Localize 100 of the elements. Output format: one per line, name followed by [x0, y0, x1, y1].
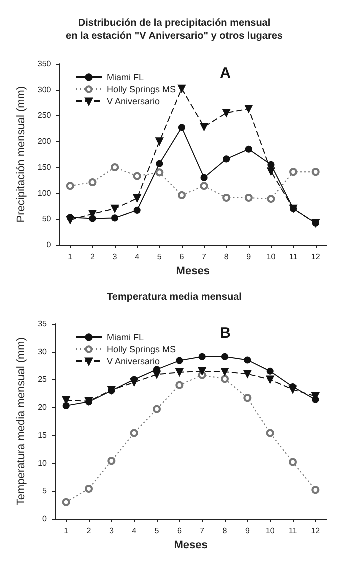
- y-tick-label: 25: [38, 375, 48, 384]
- x-tick-label: 10: [266, 252, 276, 262]
- y-axis-title: Precipitación mensual (mm): [16, 86, 28, 223]
- x-tick-label: 3: [109, 526, 114, 536]
- x-tick-label: 1: [68, 252, 74, 262]
- x-tick-label: 6: [177, 526, 182, 536]
- point: [133, 172, 142, 180]
- point: [244, 370, 252, 378]
- point: [222, 109, 231, 118]
- point: [200, 182, 208, 190]
- x-tick-label: 5: [157, 252, 162, 262]
- y-tick-label: 0: [46, 240, 52, 250]
- legend-label: Holly Springs MS: [107, 84, 176, 94]
- point: [290, 168, 298, 176]
- point: [85, 485, 93, 493]
- y-tick-label: 35: [38, 320, 48, 328]
- point: [112, 214, 119, 222]
- point: [176, 357, 184, 364]
- y-tick-label: 200: [38, 137, 52, 146]
- point: [266, 376, 274, 384]
- point: [134, 206, 141, 214]
- x-axis-title: Meses: [176, 266, 210, 278]
- point: [289, 386, 297, 394]
- legend-label: V Aniversario: [107, 356, 160, 366]
- point: [221, 375, 229, 384]
- point: [289, 458, 297, 466]
- point: [176, 368, 184, 376]
- x-tick-label: 7: [200, 526, 206, 536]
- x-tick-label: 4: [132, 526, 138, 536]
- point: [198, 367, 206, 376]
- x-tick-label: 12: [311, 252, 321, 262]
- y-tick-label: 50: [42, 214, 52, 224]
- point: [130, 378, 138, 387]
- point: [66, 182, 74, 190]
- point: [200, 123, 208, 132]
- x-axis-title: Meses: [174, 540, 208, 552]
- point: [312, 486, 320, 494]
- point: [153, 370, 161, 379]
- point: [244, 356, 252, 364]
- x-tick-label: 5: [154, 526, 160, 536]
- x-tick-label: 3: [112, 252, 118, 262]
- x-tick-label: 11: [289, 252, 298, 262]
- x-tick-label: 8: [222, 526, 228, 536]
- point: [244, 194, 253, 202]
- point: [111, 163, 120, 172]
- x-tick-label: 4: [135, 252, 140, 262]
- point: [222, 194, 231, 202]
- point: [156, 138, 164, 146]
- point: [266, 368, 274, 375]
- point: [267, 195, 276, 204]
- x-tick-label: 10: [266, 526, 276, 536]
- y-tick-label: 15: [38, 430, 48, 440]
- y-tick-label: 0: [42, 514, 48, 524]
- point: [156, 160, 164, 168]
- legend-label: Miami FL: [107, 332, 144, 342]
- point: [176, 381, 184, 390]
- point: [178, 124, 186, 132]
- chart-title: Temperatura media mensual: [107, 292, 242, 303]
- point: [178, 191, 186, 200]
- y-tick-label: 100: [38, 188, 52, 198]
- point: [312, 168, 320, 176]
- point: [153, 405, 161, 414]
- point: [223, 156, 230, 163]
- x-tick-label: 8: [224, 252, 230, 262]
- x-tick-label: 11: [288, 526, 298, 536]
- point: [111, 204, 120, 213]
- point: [62, 498, 70, 506]
- chart-title: Distribución de la precipitación mensual en la estación "V Aniversario" y otros lugares: [66, 18, 284, 42]
- annotation: A: [220, 65, 232, 82]
- point: [156, 168, 164, 177]
- point: [62, 402, 70, 410]
- point: [267, 168, 276, 176]
- x-tick-label: 2: [86, 526, 92, 536]
- y-tick-label: 5: [42, 486, 48, 496]
- point: [244, 105, 253, 114]
- annotation: B: [220, 325, 232, 342]
- point: [66, 216, 74, 224]
- y-tick-label: 30: [38, 347, 48, 356]
- point: [108, 457, 116, 466]
- y-tick-label: 150: [38, 162, 52, 172]
- x-tick-label: 12: [311, 526, 321, 536]
- point: [133, 194, 142, 203]
- x-tick-label: 7: [202, 252, 208, 262]
- legend-label: V Aniversario: [107, 96, 160, 106]
- point: [244, 394, 252, 402]
- y-tick-label: 20: [38, 403, 48, 412]
- x-tick-label: 6: [180, 252, 185, 262]
- point: [88, 178, 97, 186]
- point: [200, 174, 208, 182]
- legend-label: Holly Springs MS: [107, 344, 176, 354]
- legend-label: Miami FL: [107, 72, 144, 82]
- x-tick-label: 9: [245, 526, 250, 536]
- point: [266, 429, 274, 438]
- y-tick-label: 300: [38, 85, 52, 94]
- point: [221, 368, 229, 376]
- point: [222, 353, 228, 360]
- y-tick-label: 350: [38, 60, 52, 68]
- x-tick-label: 2: [90, 252, 96, 262]
- y-axis-title: Temperatura media mensual (mm): [16, 337, 28, 506]
- y-tick-label: 10: [38, 458, 48, 468]
